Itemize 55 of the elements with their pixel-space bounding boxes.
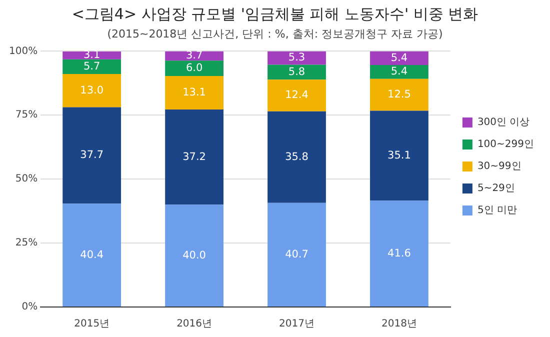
y-tick-label: 50% [15,174,38,185]
legend-label: 5~29인 [477,183,515,194]
bar [370,51,428,66]
data-label: 41.6 [388,247,412,260]
y-tick-label: 0% [22,302,38,313]
bar [370,200,428,306]
data-label: 40.7 [285,248,308,260]
chart-title: <그림4> 사업장 규모별 '임금체불 피해 노동자수' 비중 변화 [72,4,478,23]
legend-label: 30~99인 [477,161,522,172]
bar [165,76,224,110]
bar [165,60,224,76]
data-label: 13.0 [80,84,104,96]
bar [370,110,428,201]
bar [370,65,428,79]
legend-label: 5인 미만 [477,205,517,216]
bar [165,110,224,205]
bar [165,204,224,306]
bar [268,51,326,65]
legend-label: 100~299인 [477,139,534,150]
data-label: 5.8 [288,66,306,78]
bar [268,64,326,80]
data-label: 35.1 [388,149,411,162]
data-label: 3.1 [83,49,100,62]
bar [62,107,122,204]
x-tick-label: 2015년 [74,318,110,330]
y-tick-label: 100% [8,46,38,57]
bar [62,74,122,108]
data-label: 12.4 [285,89,309,102]
bar [62,59,122,74]
x-tick-label: 2017년 [279,318,314,330]
bar [62,51,122,60]
data-label: 13.1 [182,86,206,98]
bar [268,202,326,306]
bar [370,78,428,111]
data-label: 5.4 [390,52,408,64]
data-label: 40.0 [182,249,206,262]
bar [62,204,122,306]
data-label: 6.0 [186,62,203,74]
data-label: 35.8 [285,150,308,163]
bar [268,111,326,203]
legend-label: 300인 이상 [477,117,530,128]
data-label: 3.7 [186,50,203,62]
chart-subtitle: (2015~2018년 신고사건, 단위 : %, 출처: 정보공개청구 자료 가공) [107,27,443,40]
data-label: 40.4 [80,248,104,261]
y-tick-label: 75% [15,110,38,121]
x-tick-label: 2016년 [176,318,212,330]
data-label: 5.4 [390,66,408,78]
x-tick-label: 2018년 [381,318,417,330]
y-tick-label: 25% [15,238,38,249]
data-label: 5.3 [288,52,306,64]
data-label: 5.7 [83,60,100,72]
data-label: 37.7 [80,149,104,162]
data-label: 12.5 [388,88,411,101]
data-label: 37.2 [182,150,206,163]
bar [268,80,326,112]
